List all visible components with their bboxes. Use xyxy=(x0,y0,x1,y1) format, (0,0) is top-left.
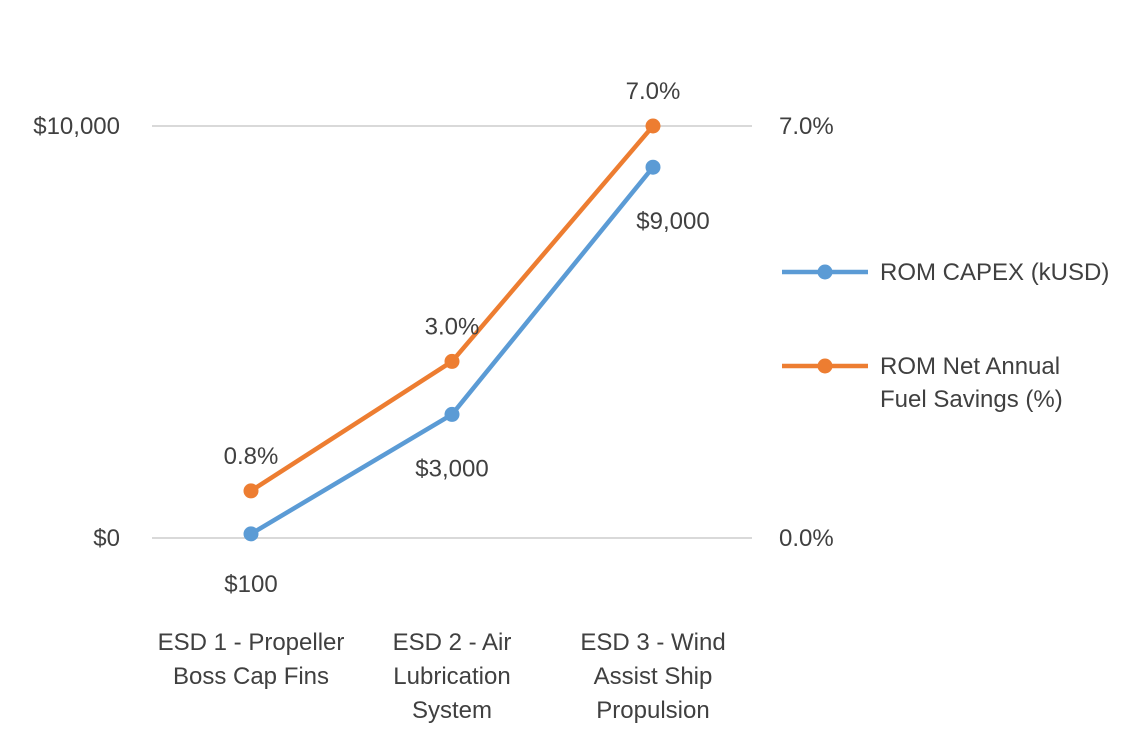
x-tick-label: Boss Cap Fins xyxy=(173,663,329,690)
legend-label: ROM CAPEX (kUSD) xyxy=(880,259,1109,286)
legend: ROM CAPEX (kUSD) ROM Net Annual Fuel Savin… xyxy=(782,259,1109,413)
data-point xyxy=(243,483,259,499)
legend-label: ROM Net Annual xyxy=(880,353,1060,380)
x-tick-label: ESD 2 - Air xyxy=(393,629,512,656)
y-left-tick-label: $0 xyxy=(93,525,120,552)
axes: $0 $10,000 0.0% 7.0% ESD 1 - Propeller Boss C… xyxy=(33,113,833,724)
y-right-tick-label: 0.0% xyxy=(779,525,834,552)
y-right-tick-label: 7.0% xyxy=(779,113,834,140)
y-left-tick-label: $10,000 xyxy=(33,113,120,140)
data-point xyxy=(444,406,460,422)
data-label: $100 xyxy=(224,571,277,598)
data-label: 3.0% xyxy=(425,313,480,340)
legend-marker xyxy=(817,264,833,280)
x-tick-label: ESD 1 - Propeller xyxy=(158,629,345,656)
legend-label: Fuel Savings (%) xyxy=(880,386,1063,413)
data-label: 7.0% xyxy=(626,78,681,105)
x-tick-label: ESD 3 - Wind xyxy=(580,629,725,656)
x-tick-label: Propulsion xyxy=(596,697,709,724)
data-label: $9,000 xyxy=(636,208,709,235)
x-tick-label: Assist Ship xyxy=(594,663,713,690)
series xyxy=(243,118,661,542)
data-point xyxy=(645,118,661,134)
data-label: 0.8% xyxy=(224,443,279,470)
data-label: $3,000 xyxy=(415,455,488,482)
legend-marker xyxy=(817,358,833,374)
series-line-2 xyxy=(248,123,656,494)
data-point xyxy=(243,526,259,542)
x-tick-label: System xyxy=(412,697,492,724)
data-labels: $100 $3,000 $9,000 0.8% 3.0% 7.0% xyxy=(224,78,710,598)
data-point xyxy=(444,353,460,369)
x-tick-label: Lubrication xyxy=(393,663,510,690)
data-point xyxy=(645,159,661,175)
